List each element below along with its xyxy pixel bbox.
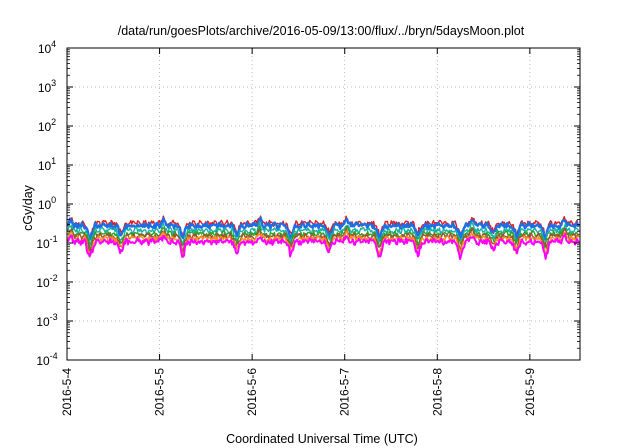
x-tick-label: 2016-5-7	[338, 368, 352, 416]
chart-title: /data/run/goesPlots/archive/2016-05-09/1…	[118, 24, 525, 38]
y-axis-label: cGy/day	[21, 184, 35, 231]
series-group	[66, 215, 580, 261]
x-tick-label: 2016-5-9	[523, 368, 537, 416]
y-tick-label: 10-3	[36, 312, 57, 329]
y-tick-label: 103	[38, 78, 56, 95]
tick-marks	[66, 47, 580, 361]
y-tick-label: 101	[38, 156, 56, 173]
y-tick-label: 104	[38, 39, 56, 56]
y-tick-label: 10-2	[36, 273, 57, 290]
y-tick-label: 10-4	[36, 351, 57, 368]
series-line	[67, 233, 580, 261]
y-tick-label: 10-1	[36, 234, 57, 251]
x-tick-labels: 2016-5-4 2016-5-5 2016-5-6 2016-5-7 2016-5-8…	[60, 368, 537, 416]
grid	[67, 48, 580, 360]
x-tick-label: 2016-5-5	[153, 368, 167, 416]
y-tick-labels: 10-4 10-3 10-2 10-1 100 101 102 103 104	[36, 39, 57, 368]
series-line	[67, 225, 580, 253]
x-tick-label: 2016-5-8	[430, 368, 444, 416]
x-axis-label: Coordinated Universal Time (UTC)	[226, 432, 418, 446]
y-tick-label: 100	[38, 195, 56, 212]
x-tick-label: 2016-5-4	[60, 368, 74, 416]
series-line	[66, 216, 580, 242]
y-tick-label: 102	[38, 117, 56, 134]
x-tick-label: 2016-5-6	[245, 368, 259, 416]
series-line	[67, 220, 580, 248]
